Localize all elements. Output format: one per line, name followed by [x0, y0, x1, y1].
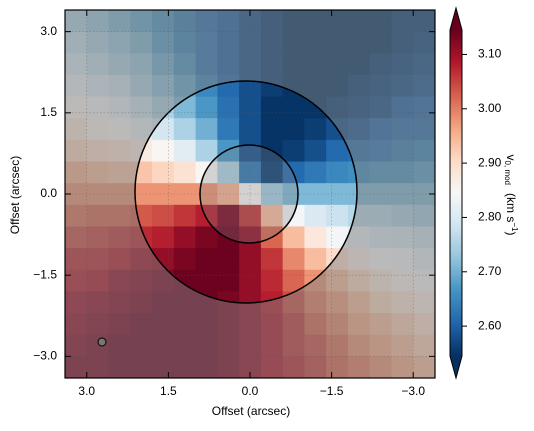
heatmap-cell: [173, 161, 197, 184]
heatmap-cell: [195, 161, 218, 184]
colorbar-tick-label: 3.10: [478, 47, 502, 61]
colorbar-extend-bottom: [450, 356, 462, 378]
colorbar-label-unit: (km s: [504, 193, 518, 222]
heatmap-cell: [217, 96, 240, 119]
y-axis-label: Offset (arcsec): [8, 156, 22, 234]
heatmap-cell: [173, 118, 197, 141]
heatmap-cell: [304, 161, 327, 184]
heatmap-cell: [260, 161, 284, 184]
beam: [97, 337, 107, 347]
heatmap-cell: [282, 96, 305, 119]
heatmap-cell: [152, 226, 175, 249]
heatmap-cell: [260, 269, 284, 292]
x-axis-label: Offset (arcsec): [212, 404, 290, 418]
outer-boundary: [134, 80, 358, 304]
heatmap-cell: [195, 226, 218, 249]
heatmap-cell: [304, 248, 327, 271]
heatmap-cell: [260, 248, 284, 271]
y-tick-label: 0.0: [40, 186, 57, 200]
heatmap-cell: [217, 139, 240, 163]
heatmap-cell: [260, 118, 284, 141]
x-tick-label: 1.5: [160, 384, 177, 398]
heatmap-cell: [260, 96, 284, 119]
colorbar-frame: [449, 6, 463, 380]
mask-overlay: [65, 10, 435, 378]
heatmap-cell: [304, 226, 327, 249]
heatmap-cell: [282, 248, 305, 271]
heatmap-cell: [173, 248, 197, 271]
heatmap-cell: [195, 96, 218, 119]
heatmap-cell: [195, 204, 218, 227]
heatmap-cell: [152, 204, 175, 227]
heatmap-cell: [217, 118, 240, 141]
y-tick-label: −1.5: [33, 267, 57, 281]
heatmap-cell: [282, 139, 305, 163]
heatmap-cell: [195, 118, 218, 141]
colorbar-tick-label: 2.60: [478, 318, 502, 332]
heatmap-cell: [304, 204, 327, 227]
colorbar-tick-label: 3.00: [478, 101, 502, 115]
colorbar-tick-label: 2.70: [478, 264, 502, 278]
colorbar-label-exponent: −1: [510, 222, 519, 232]
heatmap-cell: [282, 118, 305, 141]
colorbar-tick-label: 2.90: [478, 155, 502, 169]
heatmap-cell: [217, 269, 240, 292]
x-tick-label: −1.5: [320, 384, 344, 398]
plot-frame: [64, 9, 436, 379]
heatmap-cell: [195, 139, 218, 163]
colorbar-extend-top: [450, 8, 462, 30]
heatmap-cell: [326, 226, 349, 249]
colorbar-tick-label: 2.80: [478, 210, 502, 224]
heatmap-cell: [326, 139, 349, 163]
heatmap-cell: [304, 139, 327, 163]
y-tick-label: 3.0: [40, 24, 57, 38]
heatmap-cell: [217, 226, 240, 249]
heatmap-cell: [217, 248, 240, 271]
heatmap-cell: [304, 118, 327, 141]
heatmap-cell: [304, 183, 327, 206]
heatmap-cell: [282, 269, 305, 292]
heatmap-cell: [152, 139, 175, 163]
heatmap-cell: [239, 161, 262, 184]
heatmap-cell: [152, 161, 175, 184]
heatmap-cell: [217, 183, 240, 206]
heatmap-cell: [173, 226, 197, 249]
colorbar: [450, 30, 462, 356]
heatmap-cell: [195, 269, 218, 292]
heatmap-cell: [195, 183, 218, 206]
y-tick-label: −3.0: [33, 349, 57, 363]
colorbar-label-symbol: v: [504, 155, 518, 161]
colorbar-label-subscript: 0, mod: [503, 161, 512, 185]
y-tick-label: 1.5: [40, 105, 57, 119]
heatmap-cell: [239, 183, 262, 206]
heatmap-cell: [195, 248, 218, 271]
colorbar-label: v0, mod (km s−1): [503, 155, 519, 236]
heatmap-cell: [239, 96, 262, 119]
heatmap-cell: [217, 204, 240, 227]
x-tick-label: −3.0: [401, 384, 425, 398]
heatmap-cell: [260, 204, 284, 227]
heatmap-cell: [282, 226, 305, 249]
heatmap-cell: [239, 204, 262, 227]
colorbar-label-close: ): [504, 231, 518, 235]
heatmap-cell: [173, 139, 197, 163]
heatmap-cell: [217, 161, 240, 184]
x-tick-label: 3.0: [78, 384, 95, 398]
x-tick-label: 0.0: [242, 384, 259, 398]
inner-boundary: [199, 144, 299, 244]
heatmap-cell: [282, 204, 305, 227]
heatmap-cell: [326, 204, 349, 227]
heatmap-cell: [326, 161, 349, 184]
heatmap-cell: [173, 204, 197, 227]
